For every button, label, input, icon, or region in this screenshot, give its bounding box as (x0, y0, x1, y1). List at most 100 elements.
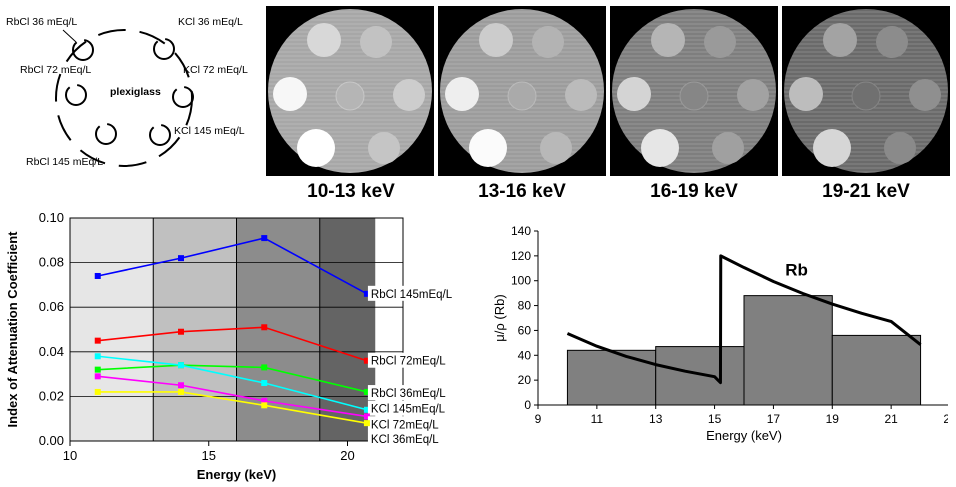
y-tick-label: 60 (518, 323, 532, 337)
y-tick-label: 0.06 (39, 299, 64, 314)
y-tick-label: 0.02 (39, 388, 64, 403)
ct-energy-label-2: 13-16 keV (478, 181, 566, 202)
insert-circle-rbcl-36 (72, 39, 94, 61)
label-rbcl-36: RbCl 36 mEq/L (6, 16, 78, 28)
label-plexiglass: plexiglass (110, 86, 161, 98)
energy-bar-3 (743, 295, 833, 406)
x-tick-label: 15 (202, 448, 216, 463)
ct-image-19-21 (782, 6, 950, 176)
series-line-6 (97, 391, 368, 424)
series-label: KCl 72mEq/L (371, 419, 439, 431)
energy-band-4 (319, 218, 376, 441)
x-tick-label: 13 (649, 412, 663, 426)
x-tick-label: 17 (767, 412, 781, 426)
data-point (363, 413, 370, 420)
series-line-2 (97, 326, 368, 362)
ct-image-10-13 (266, 6, 434, 176)
series-line-4 (97, 355, 368, 411)
ct-image-13-16 (438, 6, 606, 176)
y-tick-label: 120 (511, 249, 531, 263)
data-point (94, 353, 101, 360)
data-point (178, 388, 184, 395)
x-tick-label: 11 (591, 412, 604, 426)
insert-circle-kcl-72 (172, 86, 194, 108)
data-point (261, 397, 268, 404)
data-point (261, 402, 268, 409)
series-label: RbCl 36mEq/L (371, 388, 446, 400)
data-point (261, 235, 268, 242)
series-line-3 (97, 364, 368, 393)
data-point (363, 388, 370, 395)
y-tick-label: 140 (511, 224, 531, 238)
y-tick-label: 0 (524, 398, 531, 412)
data-point (363, 357, 370, 364)
y-tick-label: 0.04 (39, 344, 64, 359)
insert-circle-kcl-145 (149, 124, 171, 146)
energy-band-1 (70, 218, 154, 441)
label-rbcl-145: RbCl 145 mEq/L (26, 156, 104, 168)
label-rbcl-72: RbCl 72 mEq/L (20, 64, 92, 76)
data-point (94, 337, 101, 344)
energy-bar-1 (566, 349, 657, 406)
x-tick-label: 15 (708, 412, 722, 426)
mass-attenuation-chart: Rb 0 20 40 60 80 100 120 140 9 11 13 15 17 19 21 23 Energ… (492, 224, 948, 443)
series-label-bg (367, 430, 442, 446)
data-point (363, 290, 370, 297)
ct-images (266, 6, 950, 176)
series-label: KCl 36mEq/L (371, 434, 439, 446)
label-kcl-145: KCl 145 mEq/L (174, 125, 245, 137)
y-tick-label: 0.08 (39, 255, 64, 270)
insert-circle-rbcl-145 (95, 123, 117, 145)
data-point (261, 324, 268, 331)
x-axis-title: Energy (keV) (197, 467, 276, 482)
series-label: RbCl 145mEq/L (371, 289, 453, 301)
insert-circle-kcl-36 (153, 38, 175, 60)
attenuation-chart: 0.00 0.02 0.04 0.06 0.08 0.10 10 15 20 Energy (ke… (5, 210, 454, 482)
y-tick-label: 40 (518, 348, 532, 362)
x-tick-label: 10 (63, 448, 77, 463)
ct-energy-label-1: 10-13 keV (307, 181, 395, 202)
series-label-bg (367, 352, 448, 368)
x-tick-label: 23 (943, 412, 948, 426)
data-point (261, 364, 268, 371)
series-line-1 (97, 237, 368, 295)
data-point (261, 380, 268, 387)
y-tick-label: 0.00 (39, 433, 64, 448)
y-axis-title: Index of Attenuation Coefficient (5, 231, 20, 428)
data-point (94, 272, 101, 279)
y-tick-label: 100 (511, 274, 531, 288)
ct-image-16-19 (610, 6, 778, 176)
data-point (94, 373, 101, 380)
ct-energy-label-4: 19-21 keV (822, 181, 910, 202)
label-kcl-72: KCl 72 mEq/L (183, 64, 248, 76)
data-point (94, 388, 101, 395)
series-label-bg (367, 400, 448, 416)
series-label-bg (367, 385, 448, 401)
phantom-outline (55, 29, 194, 167)
series-line-5 (97, 375, 368, 418)
energy-bar-2 (655, 346, 745, 406)
y-axis-title: μ/ρ (Rb) (492, 294, 507, 341)
x-axis-title: Energy (keV) (706, 428, 782, 443)
series-label-bg (367, 416, 442, 432)
plot-border (69, 217, 404, 442)
data-point (178, 255, 184, 262)
y-tick-label: 80 (518, 299, 532, 313)
phantom-diagram: RbCl 36 mEq/L KCl 36 mEq/L RbCl 72 mEq/L… (0, 0, 265, 175)
x-tick-label: 20 (340, 448, 354, 463)
x-tick-label: 19 (826, 412, 840, 426)
data-point (94, 366, 101, 373)
insert-circle-rbcl-72 (65, 84, 87, 106)
y-tick-label: 20 (518, 373, 532, 387)
data-point (178, 362, 184, 369)
label-kcl-36: KCl 36 mEq/L (178, 16, 243, 28)
series-label-bg (367, 285, 454, 301)
y-tick-label: 0.10 (39, 210, 64, 225)
energy-bar-4 (831, 334, 922, 406)
ct-energy-label-3: 16-19 keV (650, 181, 738, 202)
curve-label: Rb (785, 261, 808, 280)
data-point (178, 328, 184, 335)
series-label: KCl 145mEq/L (371, 404, 446, 416)
data-point (178, 382, 184, 389)
data-point (363, 420, 370, 427)
